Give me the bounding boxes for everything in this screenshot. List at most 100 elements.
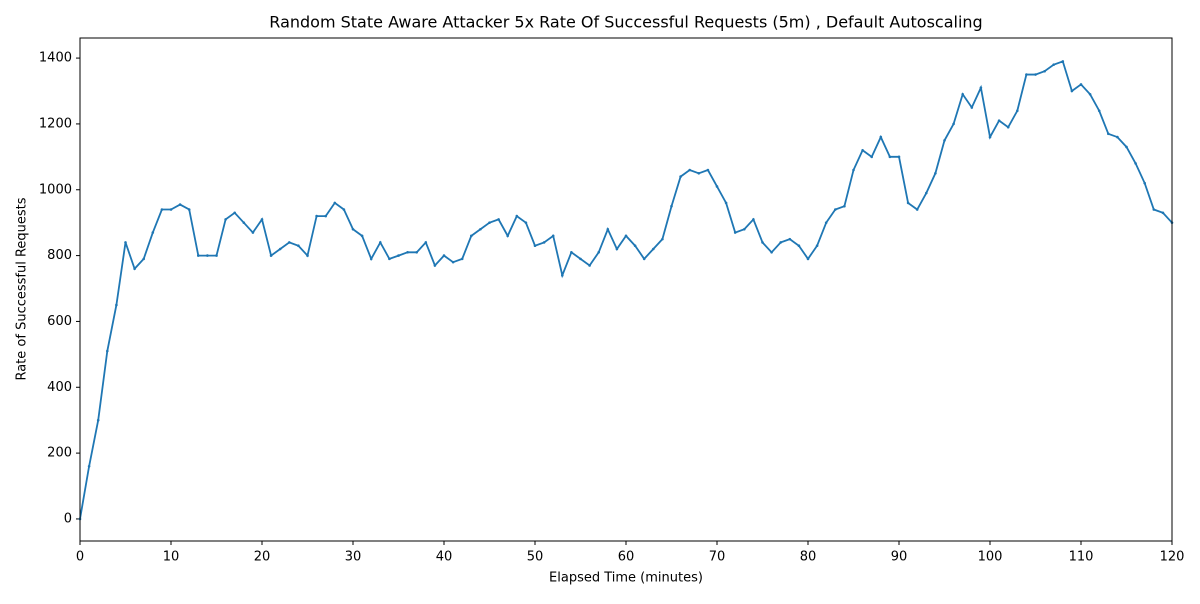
data-point	[688, 168, 691, 172]
data-point	[979, 86, 983, 90]
data-point	[297, 244, 300, 248]
data-point	[233, 211, 236, 215]
data-point	[260, 218, 264, 221]
data-point	[342, 208, 346, 211]
y-tick-label: 1400	[39, 51, 72, 66]
x-tick-label: 40	[436, 550, 453, 565]
data-point	[115, 303, 118, 307]
data-point	[1043, 69, 1046, 73]
data-point	[915, 208, 919, 211]
data-point	[879, 135, 883, 139]
data-point	[269, 254, 273, 257]
data-point	[706, 168, 710, 172]
data-point	[697, 171, 701, 175]
data-point	[906, 201, 910, 205]
data-point	[451, 260, 455, 264]
data-point	[242, 221, 246, 224]
x-tick-label: 70	[709, 550, 726, 565]
data-point	[333, 201, 337, 205]
x-tick-label: 100	[978, 550, 1003, 565]
data-point	[1152, 208, 1156, 211]
y-axis-label: Rate of Successful Requests	[15, 197, 30, 380]
data-point	[679, 175, 682, 178]
data-point	[1079, 83, 1083, 86]
data-point	[670, 204, 673, 208]
data-point	[351, 227, 355, 231]
data-point	[497, 218, 500, 221]
data-point	[133, 267, 136, 271]
data-point	[324, 214, 328, 218]
data-point	[142, 257, 145, 261]
data-point	[1016, 109, 1019, 113]
x-tick-label: 90	[891, 550, 908, 565]
data-point	[1088, 92, 1092, 96]
data-point	[570, 251, 573, 254]
data-point	[588, 264, 591, 267]
data-point	[551, 234, 555, 238]
data-point	[87, 464, 91, 468]
data-point	[852, 168, 855, 172]
data-point	[624, 234, 628, 238]
data-point	[743, 227, 746, 231]
x-axis-label: Elapsed Time (minutes)	[549, 571, 703, 586]
data-point	[306, 254, 309, 257]
data-point	[178, 203, 182, 206]
data-point	[187, 208, 191, 211]
data-point	[315, 214, 318, 218]
data-point	[597, 251, 600, 254]
data-point	[724, 201, 728, 205]
data-point	[943, 139, 946, 142]
data-point	[1006, 125, 1010, 129]
data-point	[1125, 145, 1128, 149]
y-tick-label: 400	[47, 380, 72, 395]
data-point	[997, 119, 1001, 122]
data-point	[1161, 211, 1165, 215]
plot-frame	[79, 37, 1173, 542]
data-point	[206, 254, 209, 257]
x-tick-label: 30	[345, 550, 362, 565]
x-tick-label: 80	[800, 550, 817, 565]
y-tick-label: 1000	[39, 182, 72, 197]
data-point	[1143, 181, 1146, 185]
data-point	[224, 218, 227, 221]
data-point	[952, 122, 955, 126]
data-point	[197, 254, 200, 257]
data-point	[96, 418, 100, 422]
data-point	[415, 251, 419, 254]
data-point	[824, 221, 828, 224]
data-point	[888, 155, 892, 159]
data-point	[433, 264, 437, 267]
data-point	[1025, 73, 1028, 76]
data-point	[770, 251, 773, 254]
data-point	[460, 257, 464, 261]
data-point	[652, 247, 655, 251]
data-point	[779, 241, 782, 244]
x-tick-label: 60	[618, 550, 635, 565]
data-point	[861, 148, 864, 152]
data-point	[1034, 73, 1037, 76]
data-point	[542, 241, 546, 244]
data-point	[288, 241, 291, 244]
data-point	[1061, 60, 1065, 63]
data-point	[870, 155, 873, 159]
data-point	[925, 191, 928, 195]
data-point	[397, 254, 400, 257]
data-point	[733, 231, 737, 234]
data-point	[615, 247, 619, 251]
y-tick-label: 0	[64, 511, 72, 526]
data-point	[561, 274, 564, 277]
data-point	[934, 171, 937, 175]
data-point	[533, 244, 537, 248]
data-point	[251, 231, 255, 234]
data-point	[988, 135, 992, 139]
data-point	[506, 234, 510, 238]
data-point	[843, 204, 846, 208]
y-tick-label: 600	[47, 314, 72, 329]
data-point	[806, 257, 810, 261]
data-point	[633, 244, 637, 248]
data-point	[360, 234, 364, 238]
data-point	[215, 254, 218, 257]
y-tick-label: 800	[47, 248, 72, 263]
x-tick-label: 50	[527, 550, 544, 565]
data-point	[1070, 89, 1074, 93]
